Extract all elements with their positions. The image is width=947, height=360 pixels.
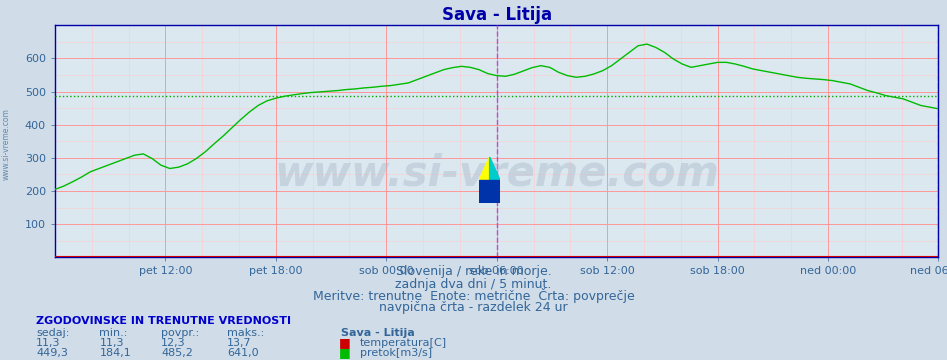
Text: Slovenija / reke in morje.: Slovenija / reke in morje. <box>396 265 551 278</box>
Text: 449,3: 449,3 <box>36 348 68 359</box>
Polygon shape <box>479 157 490 180</box>
Text: Meritve: trenutne  Enote: metrične  Črta: povprečje: Meritve: trenutne Enote: metrične Črta: … <box>313 288 634 302</box>
Text: navpična črta - razdelek 24 ur: navpična črta - razdelek 24 ur <box>379 301 568 314</box>
Text: www.si-vreme.com: www.si-vreme.com <box>2 108 11 180</box>
Text: min.:: min.: <box>99 328 128 338</box>
Text: 184,1: 184,1 <box>99 348 132 359</box>
Text: 13,7: 13,7 <box>227 338 252 348</box>
Bar <box>479 180 500 203</box>
Text: zadnja dva dni / 5 minut.: zadnja dva dni / 5 minut. <box>395 278 552 291</box>
Title: Sava - Litija: Sava - Litija <box>441 6 552 24</box>
Text: temperatura[C]: temperatura[C] <box>360 338 447 348</box>
Polygon shape <box>490 157 500 180</box>
Text: 641,0: 641,0 <box>227 348 259 359</box>
Text: 11,3: 11,3 <box>99 338 124 348</box>
Text: ■: ■ <box>339 346 350 359</box>
Text: 485,2: 485,2 <box>161 348 193 359</box>
Text: maks.:: maks.: <box>227 328 264 338</box>
Text: pretok[m3/s]: pretok[m3/s] <box>360 348 432 359</box>
Text: povpr.:: povpr.: <box>161 328 199 338</box>
Text: sedaj:: sedaj: <box>36 328 69 338</box>
Text: 12,3: 12,3 <box>161 338 186 348</box>
Text: ■: ■ <box>339 336 350 348</box>
Text: 11,3: 11,3 <box>36 338 61 348</box>
Text: Sava - Litija: Sava - Litija <box>341 328 415 338</box>
Text: www.si-vreme.com: www.si-vreme.com <box>275 153 719 195</box>
Text: ZGODOVINSKE IN TRENUTNE VREDNOSTI: ZGODOVINSKE IN TRENUTNE VREDNOSTI <box>36 316 291 326</box>
